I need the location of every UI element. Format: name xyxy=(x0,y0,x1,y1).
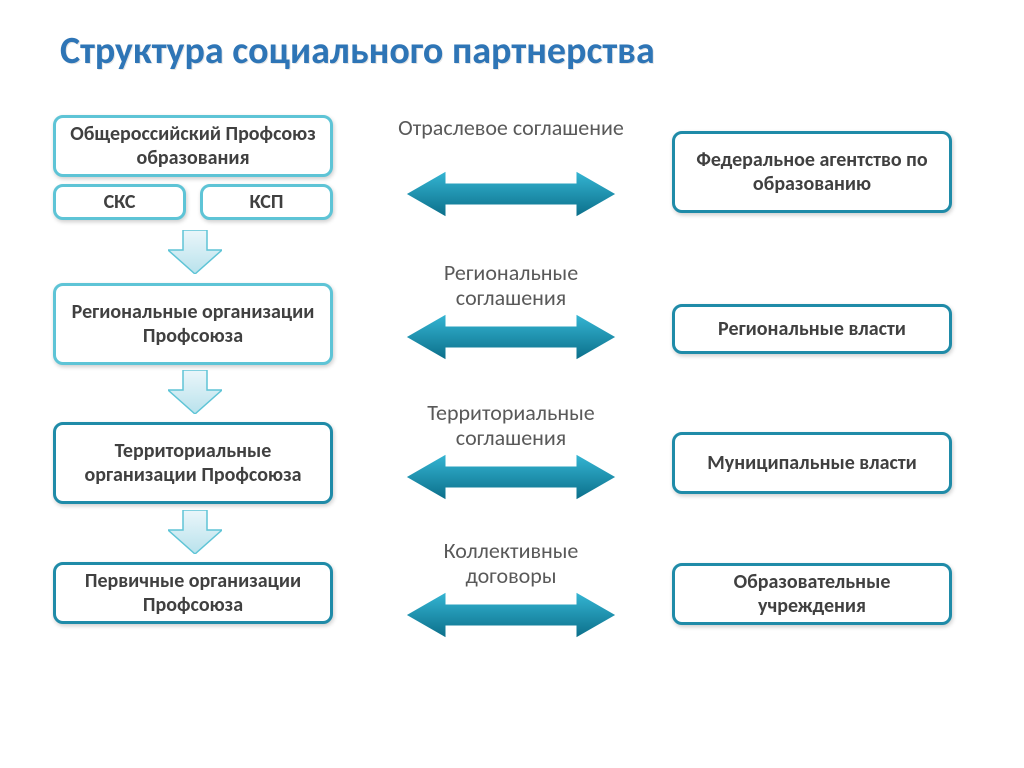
left-box-1-label: Региональные организации Профсоюза xyxy=(64,300,322,348)
left-box-2-label: Территориальные организации Профсоюза xyxy=(64,439,322,487)
mid-label-1: Региональные соглашения xyxy=(398,260,624,311)
right-box-0-label: Федеральное агентство по образованию xyxy=(683,148,941,196)
sub-box-0-label: СКС xyxy=(104,190,136,214)
double-arrow-0 xyxy=(406,171,616,217)
left-box-3-label: Первичные организации Профсоюза xyxy=(64,569,322,617)
left-box-2: Территориальные организации Профсоюза xyxy=(53,422,333,504)
double-arrow-3 xyxy=(406,592,616,638)
right-box-1: Региональные власти xyxy=(672,304,952,354)
right-box-1-label: Региональные власти xyxy=(718,317,906,341)
sub-box-1: КСП xyxy=(200,184,333,220)
right-box-3-label: Образовательные учреждения xyxy=(683,570,941,618)
right-box-3: Образовательные учреждения xyxy=(672,563,952,625)
left-box-1: Региональные организации Профсоюза xyxy=(53,283,333,365)
mid-label-3: Коллективные договоры xyxy=(398,538,624,589)
page-title: Структура социального партнерства xyxy=(60,28,655,74)
mid-label-2: Территориальные соглашения xyxy=(398,400,624,451)
left-box-0-label: Общероссийский Профсоюз образования xyxy=(64,122,322,170)
sub-box-0: СКС xyxy=(53,184,186,220)
right-box-2-label: Муниципальные власти xyxy=(707,451,917,475)
left-box-3: Первичные организации Профсоюза xyxy=(53,562,333,624)
right-box-0: Федеральное агентство по образованию xyxy=(672,131,952,213)
right-box-2: Муниципальные власти xyxy=(672,432,952,494)
double-arrow-1 xyxy=(406,314,616,360)
down-arrow-2 xyxy=(168,510,222,554)
down-arrow-0 xyxy=(168,230,222,274)
left-box-0: Общероссийский Профсоюз образования xyxy=(53,115,333,177)
sub-box-1-label: КСП xyxy=(250,190,284,214)
double-arrow-2 xyxy=(406,454,616,500)
mid-label-0: Отраслевое соглашение xyxy=(398,115,624,140)
down-arrow-1 xyxy=(168,370,222,414)
